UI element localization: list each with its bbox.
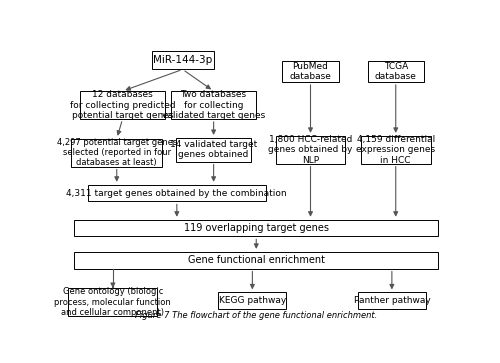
- Text: 119 overlapping target genes: 119 overlapping target genes: [184, 223, 329, 233]
- Text: 1,800 HCC-related
genes obtained by
NLP: 1,800 HCC-related genes obtained by NLP: [268, 135, 352, 165]
- FancyBboxPatch shape: [218, 292, 286, 309]
- FancyBboxPatch shape: [68, 288, 158, 316]
- FancyBboxPatch shape: [358, 292, 426, 309]
- Text: Panther pathway: Panther pathway: [354, 296, 430, 305]
- Text: MiR-144-3p: MiR-144-3p: [153, 55, 212, 65]
- Text: 12 databases
for collecting predicted
potential target genes: 12 databases for collecting predicted po…: [70, 90, 176, 120]
- Text: 4,297 potential target genes
selected (reported in four
databases at least): 4,297 potential target genes selected (r…: [56, 138, 177, 167]
- Text: 4,159 differential
expression genes
in HCC: 4,159 differential expression genes in H…: [356, 135, 436, 165]
- FancyBboxPatch shape: [80, 91, 165, 119]
- FancyBboxPatch shape: [88, 185, 266, 201]
- Text: TCGA
database: TCGA database: [375, 62, 416, 81]
- FancyBboxPatch shape: [74, 220, 438, 236]
- Text: Gene functional enrichment: Gene functional enrichment: [188, 255, 325, 265]
- FancyBboxPatch shape: [176, 138, 252, 162]
- Text: Two databases
for collecting
validated target genes: Two databases for collecting validated t…: [162, 90, 265, 120]
- Text: 4,311 target genes obtained by the combination: 4,311 target genes obtained by the combi…: [66, 189, 287, 197]
- FancyBboxPatch shape: [276, 136, 345, 164]
- FancyBboxPatch shape: [368, 61, 424, 82]
- Text: Gene ontology (biologic
process, molecular function
and cellular component): Gene ontology (biologic process, molecul…: [54, 287, 171, 317]
- FancyBboxPatch shape: [282, 61, 339, 82]
- FancyBboxPatch shape: [361, 136, 430, 164]
- FancyBboxPatch shape: [171, 91, 256, 119]
- FancyBboxPatch shape: [71, 139, 162, 167]
- Text: PubMed
database: PubMed database: [290, 62, 332, 81]
- Text: KEGG pathway: KEGG pathway: [219, 296, 286, 305]
- Text: Figure 7 The flowchart of the gene functional enrichment.: Figure 7 The flowchart of the gene funct…: [135, 311, 378, 320]
- FancyBboxPatch shape: [74, 252, 438, 269]
- FancyBboxPatch shape: [152, 51, 214, 69]
- Text: 14 validated target
genes obtained: 14 validated target genes obtained: [170, 140, 257, 159]
